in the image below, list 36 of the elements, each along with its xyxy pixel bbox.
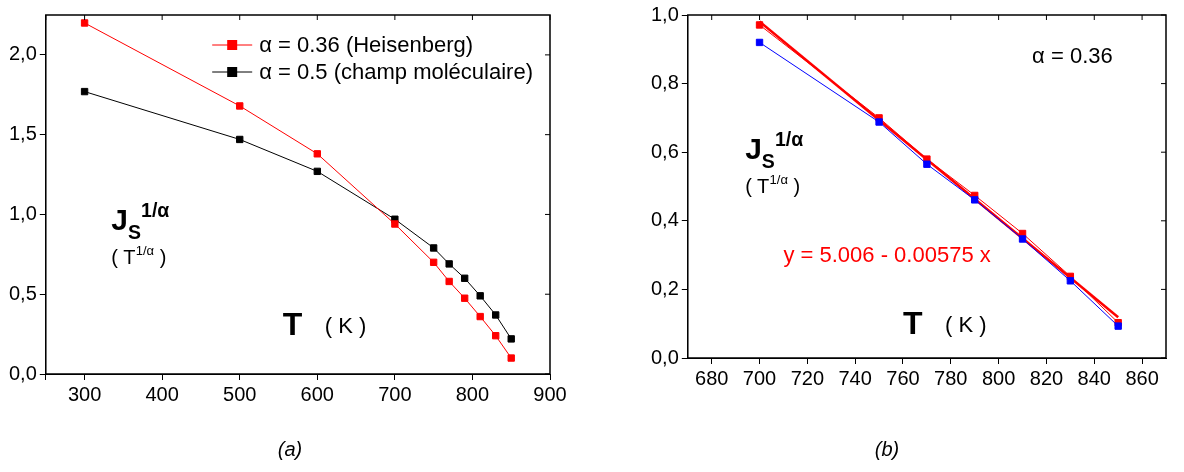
y-tick-label: 0,6 [650,139,679,162]
legend-label: α = 0.5 (champ moléculaire) [259,59,533,85]
text: (b) [873,438,901,461]
x-tick-label: 700 [378,382,412,405]
x-tick-label: 820 [1029,366,1064,389]
y-tick-label: 0,0 [650,345,679,368]
annotation: y = 5.006 - 0.00575 x [783,241,991,267]
y-tick-label: 0,5 [8,281,37,304]
x-tick-label: 900 [533,382,567,405]
x-tick-label: 860 [1125,366,1159,389]
x-tick-label: 800 [455,382,490,405]
y-tick-label: 2,0 [8,42,37,65]
x-tick-label: 600 [300,382,334,405]
y-tick-label: 0,8 [650,71,679,94]
x-tick-label: 300 [67,382,102,405]
x-tick-label: 800 [981,366,1016,389]
x-tick-label: 840 [1077,366,1111,389]
legend-label: α = 0.36 (Heisenberg) [259,32,474,58]
y-tick-label: 0,4 [650,208,679,231]
y-tick-label: 1,0 [650,2,679,25]
y-tick-label: 1,0 [8,201,37,224]
x-tick-label: 740 [838,366,872,389]
x-tick-label: 700 [742,366,777,389]
x-axis-title: T ( K ) [902,304,987,341]
x-tick-label: 720 [790,366,825,389]
x-tick-label: 400 [145,382,179,405]
annotation: α = 0.36 [1032,43,1113,69]
y-tick-label: 1,5 [8,122,37,145]
x-tick-label: 680 [695,366,729,389]
text: (a) [276,438,304,461]
y-tick-label: 0,0 [8,361,37,384]
x-tick-label: 760 [886,366,920,389]
y-tick-label: 0,2 [650,276,679,299]
x-tick-label: 780 [934,366,968,389]
x-tick-label: 500 [223,382,257,405]
x-axis-title: T ( K ) [282,305,367,342]
